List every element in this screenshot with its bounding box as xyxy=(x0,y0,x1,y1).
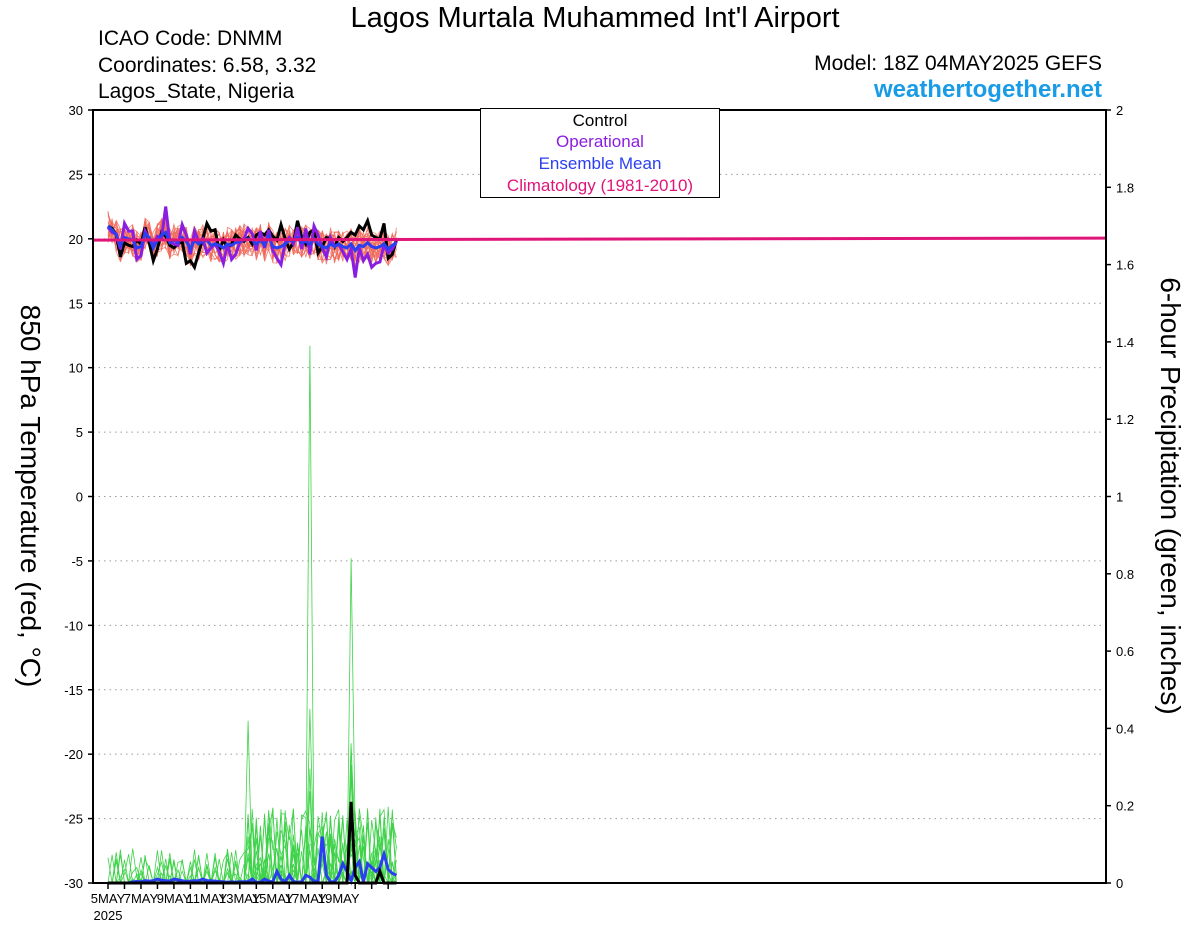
y-tick-label: 10 xyxy=(69,361,83,376)
axis-ticks: 302520151050-5-10-15-20-25-3021.81.61.41… xyxy=(64,103,1134,923)
y-tick-label: -15 xyxy=(64,683,83,698)
temp-control-line xyxy=(107,216,398,271)
y-tick-label: -30 xyxy=(64,876,83,891)
x-tick-label: 11MAY xyxy=(187,891,228,906)
main-series-lines xyxy=(92,206,1107,886)
y2-tick-label: 0.6 xyxy=(1116,644,1134,659)
site-link[interactable]: weathertogether.net xyxy=(873,76,1102,103)
x-tick-label: 17MAY xyxy=(285,891,327,906)
y2-tick-label: 0.8 xyxy=(1116,567,1134,582)
y-tick-label: 20 xyxy=(69,232,83,247)
grid-lines xyxy=(93,173,1106,820)
legend-operational: Operational xyxy=(556,132,644,151)
y-tick-label: 15 xyxy=(69,296,83,311)
y-axis-label-right: 6-hour Precipitation (green, inches) xyxy=(1155,277,1186,715)
legend-ensemble-mean: Ensemble Mean xyxy=(538,154,662,173)
y-tick-label: 30 xyxy=(69,103,83,118)
climatology-line xyxy=(92,236,1107,242)
legend-control: Control xyxy=(572,111,628,130)
y-tick-label: 0 xyxy=(76,490,83,505)
chart-title: Lagos Murtala Muhammed Int'l Airport xyxy=(350,2,840,34)
model-run: Model: 18Z 04MAY2025 GEFS xyxy=(814,52,1102,75)
x-year-label: 2025 xyxy=(94,908,123,923)
x-tick-label: 7MAY xyxy=(124,891,159,906)
y-tick-label: -25 xyxy=(64,812,83,827)
x-tick-label: 13MAY xyxy=(219,891,261,906)
coordinates: Coordinates: 6.58, 3.32 xyxy=(98,54,317,77)
location: Lagos_State, Nigeria xyxy=(98,80,295,103)
x-tick-label: 5MAY xyxy=(91,891,126,906)
y-axis-label-left: 850 hPa Temperature (red, °C) xyxy=(15,304,46,688)
y2-tick-label: 1.2 xyxy=(1116,412,1134,427)
y2-tick-label: 1.6 xyxy=(1116,258,1134,273)
y-tick-label: -5 xyxy=(71,554,83,569)
x-tick-label: 19MAY xyxy=(318,891,360,906)
legend-box xyxy=(480,108,720,198)
x-tick-label: 15MAY xyxy=(252,891,294,906)
icao-code: ICAO Code: DNMM xyxy=(98,27,283,50)
y2-tick-label: 2 xyxy=(1116,103,1123,118)
y-tick-label: 25 xyxy=(69,167,83,182)
x-tick-label: 9MAY xyxy=(157,891,192,906)
precip-member-lines xyxy=(107,345,397,885)
y2-tick-label: 0.4 xyxy=(1116,721,1134,736)
y-tick-label: -10 xyxy=(64,618,83,633)
y2-tick-label: 1.8 xyxy=(1116,180,1134,195)
y2-tick-label: 1.4 xyxy=(1116,335,1134,350)
y-tick-label: -20 xyxy=(64,747,83,762)
y-tick-label: 5 xyxy=(76,425,83,440)
y2-tick-label: 0.2 xyxy=(1116,799,1134,814)
legend-climatology: Climatology (1981-2010) xyxy=(506,176,694,195)
y2-tick-label: 1 xyxy=(1116,490,1123,505)
y2-tick-label: 0 xyxy=(1116,876,1123,891)
